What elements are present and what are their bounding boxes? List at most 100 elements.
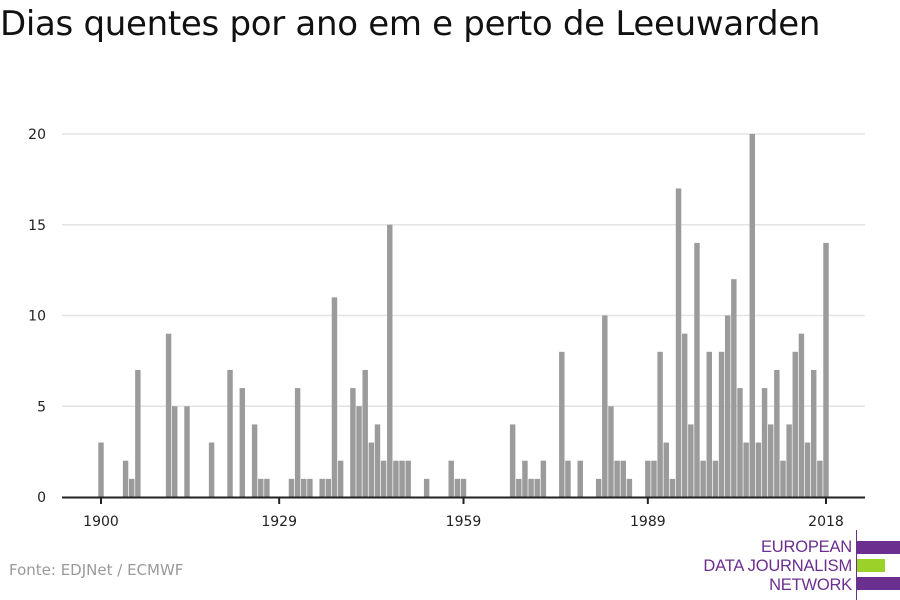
bar-1986 xyxy=(626,478,633,497)
bar-2006 xyxy=(749,134,755,497)
bar-1939 xyxy=(337,460,344,497)
bar-2014 xyxy=(798,333,805,497)
bar-1911 xyxy=(165,333,172,497)
bar-1971 xyxy=(534,478,540,497)
bar-1945 xyxy=(374,424,381,497)
bar-2016 xyxy=(810,369,817,497)
edjnet-logo: EUROPEAN DATA JOURNALISM NETWORK xyxy=(700,530,900,600)
bar-1946 xyxy=(380,460,387,497)
bar-1926 xyxy=(258,478,264,497)
bar-1947 xyxy=(387,224,393,497)
bar-1984 xyxy=(614,460,620,497)
bar-1972 xyxy=(540,460,547,497)
bar-1904 xyxy=(122,460,129,497)
bar-2004 xyxy=(737,388,743,497)
bar-1914 xyxy=(184,406,190,497)
bar-2013 xyxy=(792,351,799,497)
bar-1970 xyxy=(528,478,534,497)
gridlines xyxy=(62,133,865,407)
x-tick-label: 1900 xyxy=(83,514,119,530)
bar-1933 xyxy=(301,478,307,497)
bar-1936 xyxy=(319,478,325,497)
bar-1927 xyxy=(264,478,270,497)
y-axis-ticks: 0 5 10 15 20 xyxy=(28,127,46,506)
bar-1994 xyxy=(675,188,682,497)
bar-1942 xyxy=(356,406,362,497)
chart-title: Dias quentes por ano em e perto de Leeuw… xyxy=(0,4,821,44)
logo-bar-green xyxy=(857,559,885,572)
bar-1990 xyxy=(651,460,657,497)
bar-2005 xyxy=(743,442,749,497)
y-tick-label: 20 xyxy=(28,127,46,143)
bar-1949 xyxy=(399,460,405,497)
bar-1992 xyxy=(663,442,669,497)
bar-1906 xyxy=(135,369,141,497)
bar-2007 xyxy=(755,442,762,497)
bar-1991 xyxy=(657,351,663,497)
bar-2008 xyxy=(761,388,768,497)
bar-1934 xyxy=(307,478,313,497)
source-note: Fonte: EDJNet / ECMWF xyxy=(9,561,184,579)
bar-1959 xyxy=(460,478,467,497)
bar-1993 xyxy=(669,478,676,497)
bar-1999 xyxy=(706,351,712,497)
bar-2011 xyxy=(780,460,786,497)
bar-1937 xyxy=(325,478,332,497)
x-tick-label: 1959 xyxy=(446,514,482,530)
bar-1983 xyxy=(608,406,614,497)
y-tick-label: 0 xyxy=(37,490,46,506)
y-tick-label: 15 xyxy=(28,218,46,234)
bar-1982 xyxy=(602,315,608,497)
bar-2003 xyxy=(731,279,737,497)
bar-2017 xyxy=(817,460,823,497)
bar-2015 xyxy=(804,442,811,497)
bar-1950 xyxy=(405,460,411,497)
bar-1967 xyxy=(509,424,516,497)
logo-bar-purple-2 xyxy=(857,577,900,590)
bar-1953 xyxy=(423,478,430,497)
bar-1932 xyxy=(294,388,301,497)
logo-line-2: DATA JOURNALISM xyxy=(703,557,852,575)
bar-1923 xyxy=(239,388,246,497)
bar-1996 xyxy=(688,424,694,497)
bar-1995 xyxy=(681,333,688,497)
bar-1998 xyxy=(700,460,706,497)
bar-1948 xyxy=(393,460,399,497)
logo-line-1: EUROPEAN xyxy=(760,538,852,556)
bar-2012 xyxy=(786,424,792,497)
bar-1969 xyxy=(522,460,528,497)
bar-1944 xyxy=(368,442,375,497)
logo-divider xyxy=(856,530,857,600)
bar-1938 xyxy=(331,297,338,497)
x-axis: 1900 1929 1959 1989 2018 xyxy=(62,496,865,530)
bar-1985 xyxy=(620,460,626,497)
bar-1918 xyxy=(208,442,215,497)
bar-1900 xyxy=(98,442,104,497)
logo-bar-purple-1 xyxy=(857,541,900,554)
bar-1975 xyxy=(559,351,565,497)
bars xyxy=(98,134,829,497)
logo-line-3: NETWORK xyxy=(769,576,852,594)
bar-1943 xyxy=(362,369,368,497)
bar-1978 xyxy=(577,460,583,497)
bar-2010 xyxy=(774,369,780,497)
x-tick-label: 1929 xyxy=(261,514,297,530)
bar-1912 xyxy=(172,406,178,497)
bar-2000 xyxy=(712,460,719,497)
bar-1925 xyxy=(251,424,258,497)
bar-1905 xyxy=(128,478,135,497)
x-tick-label: 1989 xyxy=(630,514,666,530)
bar-1997 xyxy=(694,242,700,497)
y-tick-label: 10 xyxy=(28,309,46,325)
x-tick-label: 2018 xyxy=(808,514,844,530)
bar-1976 xyxy=(565,460,571,497)
bar-2018 xyxy=(823,242,829,497)
y-tick-label: 5 xyxy=(37,399,46,415)
bar-1921 xyxy=(227,369,233,497)
bar-1941 xyxy=(350,388,356,497)
bar-2009 xyxy=(767,424,774,497)
bar-1968 xyxy=(516,478,522,497)
bar-1957 xyxy=(448,460,454,497)
bar-2001 xyxy=(718,351,725,497)
logo-text: EUROPEAN DATA JOURNALISM NETWORK xyxy=(703,538,852,595)
